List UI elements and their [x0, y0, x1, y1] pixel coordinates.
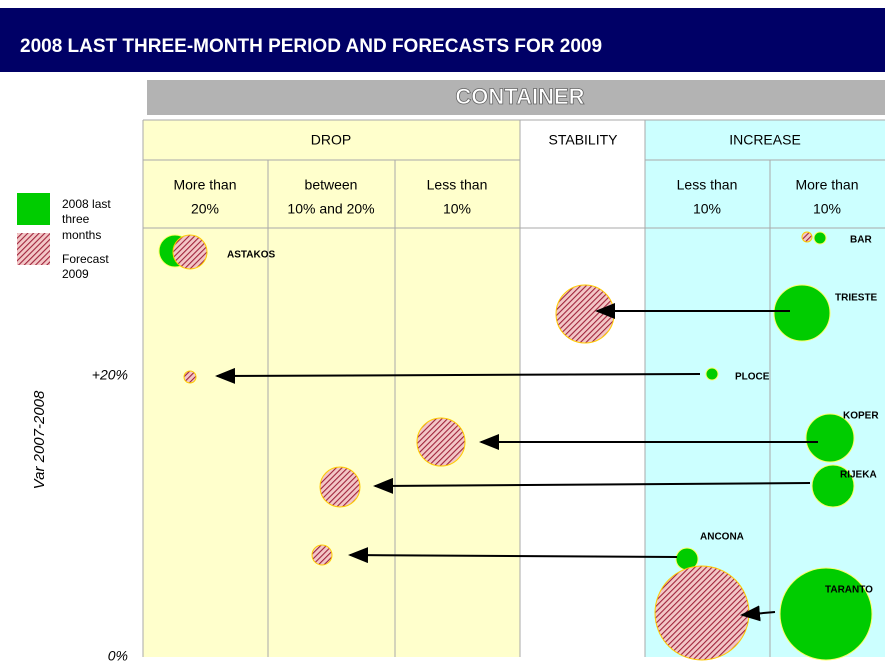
axis-tick: 0% [108, 648, 128, 664]
arrow [373, 477, 811, 494]
legend-swatch [17, 193, 50, 225]
bubble-forecast [654, 565, 750, 661]
bubble-forecast [172, 234, 208, 270]
column-header: 20% [191, 201, 219, 217]
node-label: TARANTO [825, 585, 873, 596]
subtitle: CONTAINER [455, 84, 584, 109]
column-header: More than [173, 177, 236, 193]
node-label: BAR [850, 235, 872, 246]
bubble-2008 [773, 284, 831, 342]
column-header: More than [795, 177, 858, 193]
bubble-2008 [779, 567, 873, 661]
legend-label: 2009 [62, 267, 89, 281]
group-header: STABILITY [549, 132, 619, 148]
bubble-2008 [811, 464, 855, 508]
node-label: TRIESTE [835, 293, 878, 304]
group-header: DROP [311, 132, 351, 148]
legend-label: three [62, 212, 90, 226]
grid [142, 119, 885, 657]
node-label: KOPER [843, 411, 879, 422]
bubble-forecast [801, 231, 813, 243]
legend-swatch [17, 233, 50, 265]
column-header: 10% [813, 201, 841, 217]
axis-label: Var 2007-2008 [31, 390, 48, 489]
bubble-forecast [416, 417, 466, 467]
drop-zone [143, 120, 520, 657]
bubble-2008 [805, 413, 855, 463]
legend-label: Forecast [62, 252, 109, 266]
column-header: Less than [677, 177, 738, 193]
column-header: 10% and 20% [287, 201, 374, 217]
column-header: between [305, 177, 358, 193]
bubble-forecast [183, 370, 197, 384]
column-header: 10% [693, 201, 721, 217]
legend-label: 2008 last [62, 197, 111, 211]
column-header: 10% [443, 201, 471, 217]
bubble-forecast [319, 466, 361, 508]
node-label: PLOCE [735, 372, 770, 383]
group-header: INCREASE [729, 132, 801, 148]
bubble-forecast [555, 284, 615, 344]
node-label: ASTAKOS [227, 250, 275, 261]
legend-label: months [62, 228, 101, 242]
title: 2008 LAST THREE-MONTH PERIOD AND FORECAS… [20, 36, 602, 57]
axis-tick: +20% [92, 367, 128, 383]
title-bar [0, 8, 885, 72]
arrow [348, 547, 678, 564]
bubble-2008 [705, 367, 719, 381]
content: DROP More than 20% between 10% and 20% Less t… [62, 132, 879, 661]
arrow [215, 367, 701, 384]
subtitle-bar [147, 80, 885, 115]
node-label: RIJEKA [840, 470, 877, 481]
arrow [740, 605, 776, 622]
column-header: Less than [427, 177, 488, 193]
stability-zone [520, 120, 645, 657]
bubble-forecast [311, 544, 333, 566]
node-label: ANCONA [700, 532, 744, 543]
bubble-2008 [813, 231, 827, 245]
